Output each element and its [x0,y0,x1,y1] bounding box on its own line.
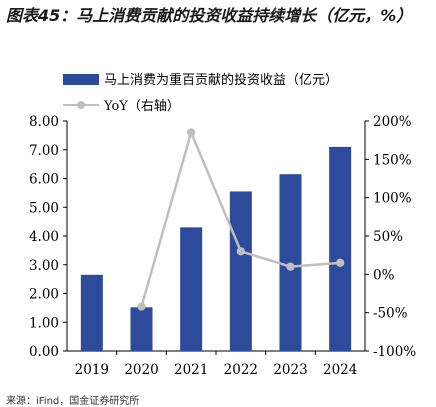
right-tick-label: 200% [373,114,412,130]
left-tick-label: 8.00 [29,114,59,130]
yoy-point [186,128,196,137]
left-tick-label: 1.00 [29,315,59,331]
left-tick-label: 4.00 [29,229,59,245]
left-tick-label: 6.00 [29,172,59,188]
yoy-point [236,247,246,256]
legend-label-line: YoY（右轴） [103,99,180,114]
left-tick-label: 0.00 [29,344,59,360]
left-tick-label: 5.00 [29,200,59,216]
chart-title: 图表45：马上消费贡献的投资收益持续增长（亿元，%） [6,6,413,25]
bar [80,274,103,351]
x-tick-label: 2023 [273,362,307,378]
bar [229,191,252,351]
legend-label-bar: 马上消费为重百贡献的投资收益（亿元） [104,72,338,88]
x-tick-label: 2022 [224,362,258,378]
yoy-point [335,258,345,268]
yoy-point [137,302,146,311]
legend-swatch-marker [77,101,85,109]
left-tick-label: 7.00 [29,143,59,159]
bar [130,307,153,351]
source-note: 来源：iFind，国金证券研究所 [6,396,140,407]
x-tick-label: 2021 [174,362,208,378]
right-tick-label: -50% [373,306,408,322]
x-tick-label: 2019 [75,362,109,378]
x-tick-label: 2024 [323,362,357,378]
left-tick-label: 3.00 [29,258,59,274]
right-tick-label: 150% [373,152,412,168]
right-tick-label: 100% [373,191,412,207]
right-tick-label: -100% [373,344,416,360]
x-tick-label: 2020 [124,362,158,378]
bar [180,227,203,351]
bar [329,146,352,351]
right-tick-label: 0% [373,267,395,283]
legend-swatch-bar [63,74,99,85]
left-tick-label: 2.00 [29,287,59,303]
right-tick-label: 50% [373,229,403,245]
yoy-point [286,262,295,271]
legend: 马上消费为重百贡献的投资收益（亿元） YoY（右轴） [63,72,338,114]
